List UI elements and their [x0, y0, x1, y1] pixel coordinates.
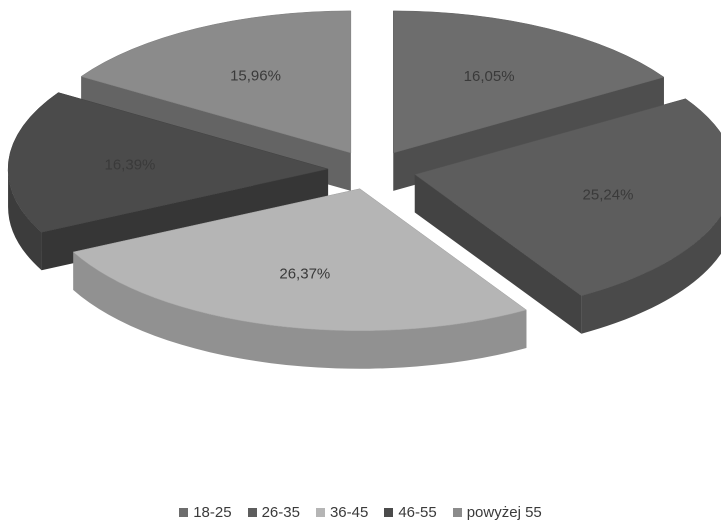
pie-slice-top: [80, 10, 352, 154]
legend-label: 46-55: [398, 504, 437, 521]
pie-slice-top: [7, 92, 329, 233]
legend-swatch: [179, 508, 189, 517]
pie-svg: 15,96% 16,05% 16,39% 25,24% 26,37%: [7, 10, 721, 369]
data-label-18-25: 16,05%: [464, 68, 515, 85]
legend-swatch: [384, 508, 394, 517]
data-label-36-45: 26,37%: [279, 265, 330, 282]
legend-swatch: [315, 508, 325, 517]
data-label-46-55: 16,39%: [105, 156, 156, 173]
pie-slice-top: [72, 188, 527, 332]
pie-slice-26-35: 25,24%: [414, 98, 721, 334]
legend-label: powyżej 55: [466, 504, 542, 521]
pie-slice-outer-wall: [8, 168, 42, 271]
pie-slice-outer-wall: [581, 215, 721, 334]
data-label-powy-ej-55: 15,96%: [230, 68, 281, 85]
legend-swatch: [247, 508, 257, 517]
pie-slice-top: [414, 98, 721, 296]
legend: 18-25 26-35 36-45 46-55 powyżej 55: [0, 504, 721, 521]
legend-swatch: [452, 508, 462, 517]
legend-item-46-55: 46-55: [384, 504, 437, 521]
pie-slice-wall: [414, 174, 582, 334]
pie-slice-top: [393, 10, 665, 154]
legend-label: 36-45: [329, 504, 369, 521]
legend-item-26-35: 26-35: [247, 504, 300, 521]
legend-item-36-45: 36-45: [315, 504, 369, 521]
data-label-26-35: 25,24%: [583, 187, 634, 204]
legend-label: 26-35: [261, 504, 300, 521]
legend-item-18-25: 18-25: [179, 504, 232, 521]
legend-label: 18-25: [193, 504, 232, 521]
legend-item-powy-ej-55: powyżej 55: [452, 504, 542, 521]
pie-slice-36-45: 26,37%: [72, 188, 527, 369]
pie-slice-outer-wall: [73, 252, 527, 369]
